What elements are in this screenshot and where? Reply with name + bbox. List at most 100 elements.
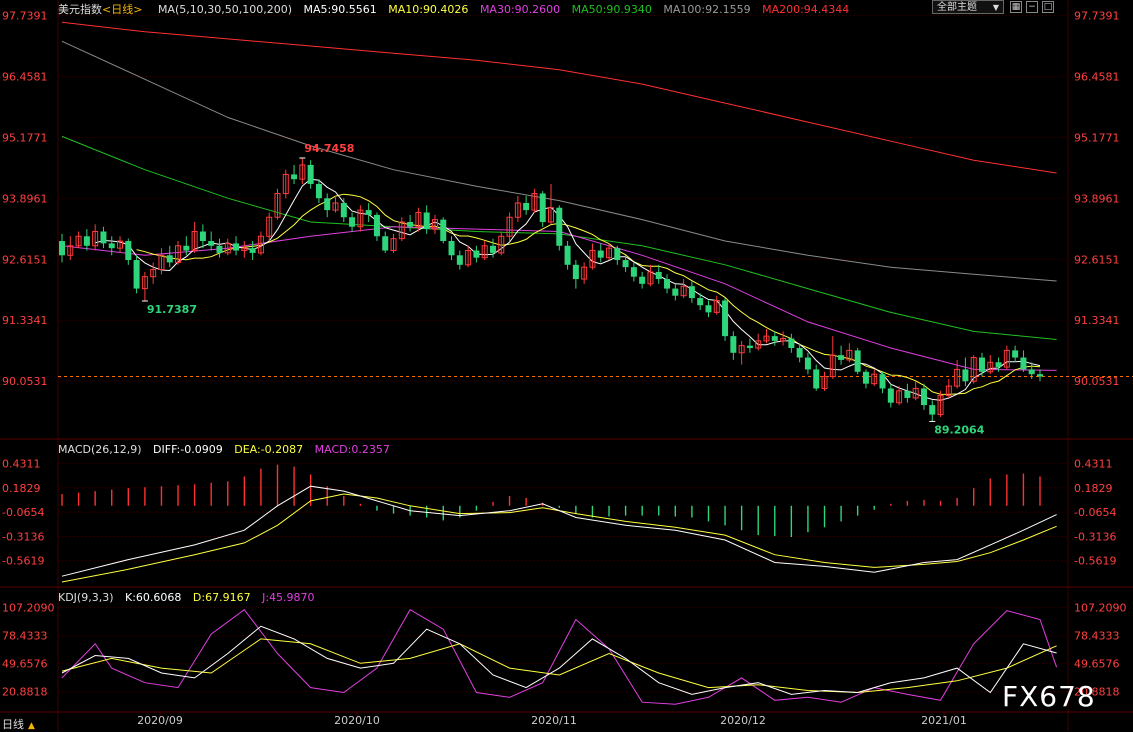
- candle: [249, 241, 256, 261]
- candle-body: [705, 305, 712, 313]
- candle-body: [1037, 374, 1043, 377]
- candle-body: [672, 288, 679, 296]
- candle: [324, 193, 331, 218]
- candle-body: [282, 173, 289, 194]
- candle: [141, 271, 148, 301]
- macd-y-tick-label: 0.4311: [2, 458, 41, 471]
- ma30-value: MA30:90.2600: [479, 3, 561, 16]
- candle-body: [531, 192, 538, 211]
- candle-body: [216, 245, 223, 253]
- y-axis-labels: 97.7391 97.7391 96.4581 96.4581 95.1771 95.17…: [2, 10, 1127, 727]
- candle-body: [373, 214, 380, 237]
- candle: [813, 364, 820, 391]
- kdj-panel: [61, 609, 1058, 705]
- candle: [83, 229, 90, 251]
- candle-body: [763, 335, 770, 342]
- period-tab[interactable]: 日线 ▲: [2, 716, 35, 732]
- macd-y-tick-label: -0.0654: [2, 506, 44, 519]
- candle-body: [904, 390, 911, 398]
- candle: [365, 202, 372, 222]
- candle: [199, 224, 206, 249]
- x-tick-label: 2020/09: [137, 714, 183, 727]
- x-tick-label: 2020/10: [334, 714, 380, 727]
- candle-body: [937, 395, 944, 416]
- candle-body: [987, 361, 994, 373]
- candle: [59, 233, 65, 263]
- candle-body: [67, 245, 74, 256]
- candle: [672, 283, 679, 301]
- y-tick-label: 92.6151: [2, 253, 48, 266]
- candle: [133, 255, 140, 294]
- candle: [854, 348, 861, 375]
- candle: [431, 214, 438, 234]
- candle-body: [473, 250, 480, 258]
- candle-body: [929, 405, 936, 415]
- ma5-line: [95, 178, 1041, 401]
- candle-body: [150, 269, 157, 278]
- candle-body: [257, 235, 264, 254]
- macd-y-tick-label: 0.1829: [1074, 482, 1113, 495]
- y-tick-label: 93.8961: [1074, 192, 1120, 205]
- period-label[interactable]: <日线>: [102, 3, 143, 16]
- candle: [473, 245, 480, 263]
- candle-body: [655, 271, 662, 280]
- y-tick-label: 90.0531: [2, 375, 48, 388]
- candle: [315, 179, 322, 203]
- macd-params[interactable]: MACD(26,12,9): [58, 443, 142, 456]
- candle-body: [854, 350, 861, 372]
- price-panel: 94.7458 91.7387 89.2064: [58, 21, 1133, 436]
- candle-body: [158, 254, 165, 271]
- price-legend: 美元指数<日线> MA(5,10,30,50,100,200) MA5:90.5…: [58, 1, 857, 16]
- extreme-label: 89.2064: [934, 423, 984, 436]
- candle: [912, 381, 919, 401]
- candle: [175, 241, 182, 265]
- candle: [514, 195, 521, 222]
- candle: [506, 212, 513, 242]
- grid-icon[interactable]: ▦: [1010, 1, 1022, 13]
- candle-body: [407, 222, 414, 227]
- theme-dropdown-label: 全部主题: [937, 2, 977, 13]
- candle: [150, 262, 157, 284]
- candle: [257, 231, 264, 256]
- candle-body: [920, 388, 927, 406]
- period-tab-label: 日线: [2, 718, 24, 731]
- candle-body: [564, 245, 571, 265]
- candle: [357, 205, 364, 232]
- candle-body: [398, 221, 405, 240]
- theme-dropdown[interactable]: 全部主题 ▼: [932, 0, 1004, 14]
- candle-body: [871, 373, 878, 385]
- candle: [755, 333, 762, 351]
- candle: [448, 236, 455, 261]
- candle: [705, 300, 712, 318]
- y-tick-label: 96.4581: [2, 71, 48, 84]
- candle: [266, 212, 273, 242]
- candle-body: [945, 385, 952, 397]
- maximize-icon[interactable]: □: [1042, 1, 1054, 13]
- kdj-y-tick-label: 20.8818: [2, 686, 48, 699]
- candle-body: [813, 369, 820, 389]
- candle-body: [465, 250, 472, 266]
- candle: [796, 343, 803, 363]
- candle-body: [639, 276, 646, 284]
- candle: [572, 260, 579, 289]
- candle-body: [1003, 349, 1010, 368]
- candle-body: [970, 357, 977, 382]
- candle-body: [722, 300, 729, 337]
- ma-params[interactable]: MA(5,10,30,50,100,200): [157, 3, 292, 16]
- candle: [117, 236, 124, 253]
- candle-body: [697, 298, 704, 306]
- macd-dea-value: DEA:-0.2087: [234, 443, 304, 456]
- kdj-y-tick-label: 107.2090: [1074, 602, 1127, 615]
- ma50-value: MA50:90.9340: [571, 3, 652, 16]
- candle-body: [664, 279, 671, 289]
- candle-body: [688, 286, 695, 299]
- candle-body: [431, 219, 438, 230]
- candle-body: [746, 345, 753, 349]
- candle: [407, 214, 414, 232]
- minimize-icon[interactable]: −: [1026, 1, 1038, 13]
- candle: [829, 336, 836, 379]
- kdj-params[interactable]: KDJ(9,3,3): [58, 591, 114, 604]
- candle-body: [796, 348, 803, 358]
- macd-legend: MACD(26,12,9) DIFF:-0.0909 DEA:-0.2087 M…: [58, 443, 398, 456]
